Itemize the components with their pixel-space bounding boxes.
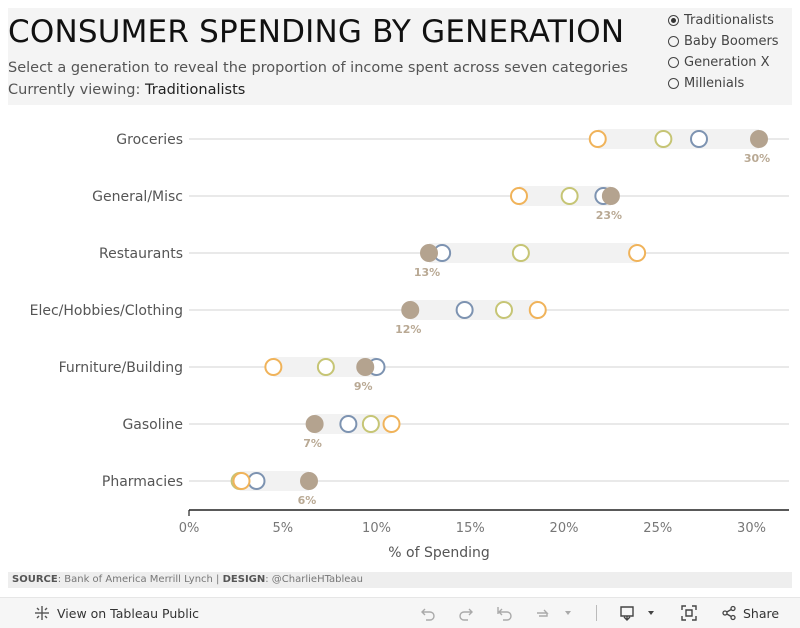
dot-traditionalists (305, 415, 324, 433)
dot-millenials (510, 187, 528, 205)
radio-label: Millenials (684, 76, 745, 91)
category-label: Groceries (116, 132, 183, 148)
category-label: Elec/Hobbies/Clothing (30, 303, 183, 319)
range-band (429, 243, 638, 263)
dot-baby-boomers (511, 244, 530, 262)
dot-traditionalists (356, 358, 375, 376)
radio-label: Baby Boomers (684, 34, 779, 49)
radio-unselected-icon[interactable] (668, 57, 679, 68)
category-label: Pharmacies (102, 474, 183, 490)
data-label: 9% (354, 380, 373, 393)
tableau-logo-icon (35, 606, 49, 620)
dot-traditionalists (420, 244, 438, 262)
dot-baby-boomers (654, 130, 673, 148)
toolbar-divider (596, 605, 597, 621)
page-title: CONSUMER SPENDING BY GENERATION (8, 14, 625, 50)
dot-traditionalists (300, 472, 318, 490)
radio-selected-icon[interactable] (668, 15, 679, 26)
radio-traditionalists[interactable]: Traditionalists (668, 10, 779, 31)
dot-traditionalists (601, 187, 620, 205)
source-label: SOURCE (12, 574, 58, 585)
currently-viewing-prefix: Currently viewing: (8, 82, 145, 98)
refresh-dropdown[interactable] (558, 603, 578, 623)
fullscreen-button[interactable] (679, 603, 699, 623)
revert-icon (497, 607, 512, 621)
dot-plot-chart: Groceries 30% General/Misc 23% Restaurants 13… (30, 129, 789, 561)
dot-baby-boomers (560, 187, 579, 205)
data-label: 12% (395, 323, 421, 336)
radio-label: Traditionalists (684, 13, 774, 28)
currently-viewing: Currently viewing: Traditionalists (8, 82, 245, 98)
x-tick-label: 5% (272, 521, 293, 536)
category-label: General/Misc (92, 189, 183, 205)
header-panel: CONSUMER SPENDING BY GENERATION Select a… (8, 8, 792, 105)
tableau-footer: View on Tableau Public (0, 597, 800, 628)
dot-generation-x (690, 130, 708, 148)
dot-millenials (382, 415, 401, 433)
share-label: Share (743, 605, 780, 621)
share-icon (722, 605, 736, 621)
source-text: : Bank of America Merrill Lynch | (57, 574, 223, 585)
undo-icon (421, 608, 435, 621)
dot-millenials (588, 130, 607, 148)
data-label: 23% (596, 209, 622, 222)
undo-button[interactable] (418, 603, 438, 623)
dot-baby-boomers (361, 415, 380, 433)
download-icon (620, 606, 634, 621)
category-label: Gasoline (122, 417, 183, 433)
dot-traditionalists (750, 130, 768, 148)
x-tick-label: 30% (737, 521, 766, 536)
range-band (410, 300, 538, 320)
dot-generation-x (247, 472, 266, 490)
x-tick-label: 10% (362, 521, 391, 536)
design-label: DESIGN (222, 574, 266, 585)
radio-generation-x[interactable]: Generation X (668, 52, 779, 73)
refresh-button[interactable] (532, 603, 552, 623)
radio-baby-boomers[interactable]: Baby Boomers (668, 31, 779, 52)
view-on-tableau-link[interactable]: View on Tableau Public (34, 605, 199, 621)
design-text: : @CharlieHTableau (265, 574, 363, 585)
radio-label: Generation X (684, 55, 770, 70)
x-tick-label: 20% (550, 521, 579, 536)
fullscreen-icon (681, 605, 697, 621)
x-tick-label: 0% (179, 521, 200, 536)
currently-viewing-value: Traditionalists (145, 82, 246, 98)
download-button[interactable] (617, 603, 637, 623)
data-label: 30% (744, 152, 770, 165)
category-label: Furniture/Building (59, 360, 183, 376)
data-label: 6% (298, 494, 317, 507)
x-tick-label: 15% (456, 521, 485, 536)
dot-millenials (528, 301, 547, 319)
chevron-down-icon (648, 611, 654, 615)
source-bar: SOURCE: Bank of America Merrill Lynch | … (8, 572, 792, 588)
revert-button[interactable] (494, 603, 514, 623)
refresh-icon (537, 609, 549, 617)
data-label: 13% (414, 266, 440, 279)
dot-traditionalists (401, 301, 420, 319)
generation-filter: Traditionalists Baby Boomers Generation … (668, 10, 779, 94)
chevron-down-icon (565, 611, 571, 615)
radio-unselected-icon[interactable] (668, 36, 679, 47)
redo-button[interactable] (456, 603, 476, 623)
footer-toolbar: Share (418, 603, 779, 623)
dot-baby-boomers (316, 358, 335, 376)
dot-generation-x (455, 301, 474, 319)
dot-generation-x (339, 415, 358, 433)
redo-icon (459, 608, 473, 621)
range-band (597, 129, 759, 149)
dot-millenials (628, 244, 647, 262)
x-axis-title: % of Spending (388, 545, 490, 561)
view-on-tableau-label: View on Tableau Public (57, 605, 200, 621)
data-label: 7% (303, 437, 322, 450)
dot-baby-boomers (495, 301, 513, 319)
x-tick-label: 25% (643, 521, 672, 536)
page-subtitle: Select a generation to reveal the propor… (8, 60, 628, 76)
category-label: Restaurants (99, 246, 183, 262)
dot-millenials (232, 472, 251, 490)
dot-millenials (264, 358, 283, 376)
radio-millenials[interactable]: Millenials (668, 73, 779, 94)
download-dropdown[interactable] (641, 603, 661, 623)
share-button[interactable]: Share (721, 605, 779, 621)
radio-unselected-icon[interactable] (668, 78, 679, 89)
